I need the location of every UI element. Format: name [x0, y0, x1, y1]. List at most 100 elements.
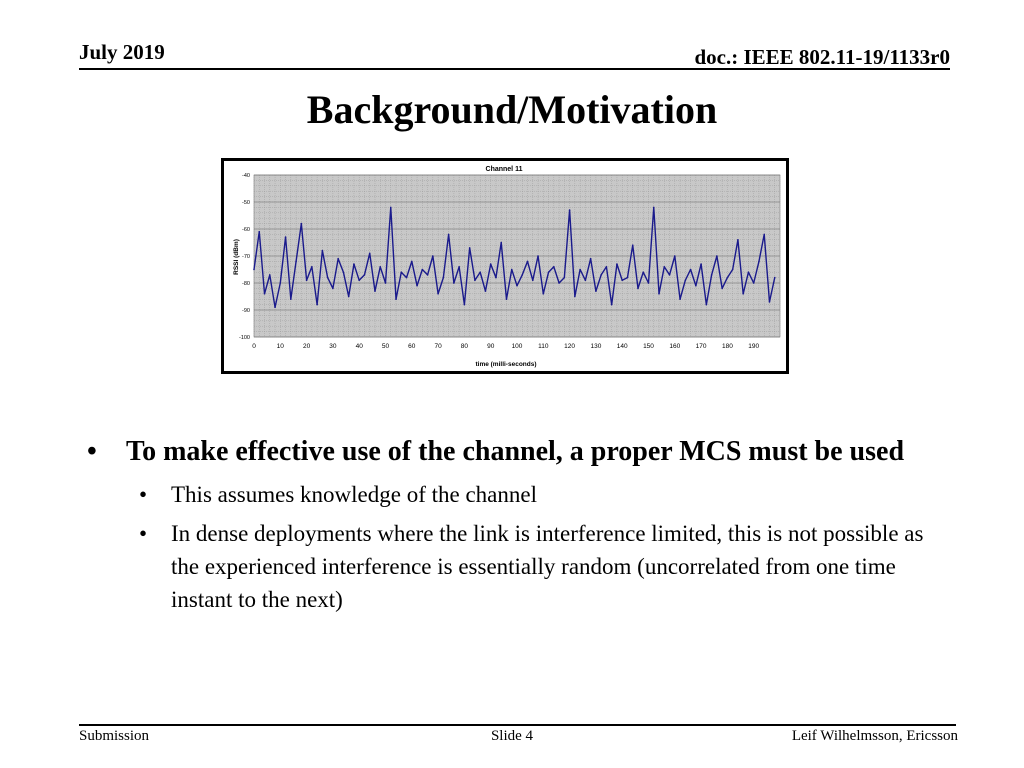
data-point	[263, 293, 266, 295]
data-point	[284, 236, 287, 238]
header-rule	[79, 68, 950, 70]
data-point	[731, 268, 734, 271]
data-point	[358, 279, 360, 282]
data-point	[316, 303, 318, 306]
data-point	[763, 233, 766, 236]
data-point	[500, 241, 503, 244]
data-point	[447, 233, 450, 236]
data-point	[553, 266, 555, 268]
data-point	[363, 274, 366, 276]
data-point	[637, 287, 639, 290]
data-point	[421, 268, 424, 271]
data-point	[463, 303, 466, 306]
data-point	[695, 284, 697, 287]
data-point	[531, 279, 534, 282]
bullet-sub-text: This assumes knowledge of the channel	[171, 482, 537, 507]
rssi-chart: Channel 11 -40 -50 -60 -70 -80 -90 -100 0 10 20 3…	[221, 158, 789, 374]
data-point	[253, 268, 255, 271]
data-point	[747, 271, 750, 273]
data-point	[305, 279, 308, 282]
data-point	[505, 298, 508, 300]
data-point	[652, 206, 655, 209]
data-point	[279, 282, 282, 284]
bullet-marker: •	[139, 521, 148, 546]
data-point	[574, 295, 576, 298]
data-point	[621, 279, 623, 282]
y-axis-ticks: -40 -50 -60 -70 -80 -90 -100	[239, 173, 250, 341]
x-tick-label: 170	[696, 343, 707, 350]
header-doc-id: doc.: IEEE 802.11-19/1133r0	[694, 45, 950, 69]
x-tick-label: 140	[617, 343, 628, 350]
data-point	[647, 282, 650, 284]
data-point	[705, 303, 708, 306]
x-tick-label: 40	[356, 343, 364, 350]
data-point	[290, 298, 292, 300]
data-point	[416, 284, 418, 287]
data-point	[437, 293, 439, 295]
data-point	[558, 282, 560, 284]
bullet-marker: •	[139, 482, 148, 507]
data-point	[489, 263, 492, 265]
data-point	[742, 293, 744, 295]
data-point	[332, 287, 334, 290]
y-tick-label: -40	[242, 173, 250, 179]
footer-author: Leif Wilhelmsson, Ericsson	[791, 728, 958, 744]
data-point	[710, 274, 713, 276]
x-tick-label: 100	[512, 343, 523, 350]
data-point	[326, 276, 329, 279]
data-point	[400, 271, 403, 273]
data-point	[426, 274, 429, 276]
x-tick-label: 180	[722, 343, 733, 350]
x-tick-label: 50	[382, 343, 390, 350]
data-point	[405, 276, 408, 279]
slide-title: Background/Motivation	[306, 87, 718, 132]
data-point	[374, 290, 376, 292]
x-tick-label: 70	[434, 343, 442, 350]
x-axis-label: time (milli-seconds)	[475, 361, 536, 368]
bullet-main-text: To make effective use of the channel, a …	[126, 436, 905, 467]
chart-title: Channel 11	[486, 166, 523, 173]
data-point	[368, 252, 371, 255]
y-tick-label: -50	[242, 200, 250, 206]
x-tick-label: 150	[643, 343, 654, 350]
data-point	[563, 276, 566, 279]
data-point	[721, 287, 723, 290]
data-point	[432, 255, 434, 257]
data-point	[568, 209, 571, 211]
data-point	[384, 282, 387, 284]
x-tick-label: 10	[277, 343, 285, 350]
bullet-main: • To make effective use of the channel, …	[87, 432, 957, 472]
data-point	[658, 293, 660, 295]
data-point	[347, 295, 350, 298]
data-point	[468, 247, 471, 249]
y-tick-label: -80	[242, 281, 250, 287]
x-axis-ticks: 0 10 20 30 40 50 60 70 80 90 100 110 120 130 140 150 160…	[252, 343, 759, 350]
x-tick-label: 130	[590, 343, 601, 350]
data-point	[773, 276, 776, 279]
data-point	[442, 276, 445, 279]
bullet-sub-2: • In dense deployments where the link is…	[87, 517, 957, 616]
data-point	[295, 260, 297, 263]
data-point	[474, 279, 476, 282]
data-point	[321, 249, 324, 252]
series-line	[253, 206, 776, 309]
data-point	[605, 266, 608, 268]
data-point	[537, 255, 539, 257]
data-point	[700, 263, 702, 265]
y-tick-label: -90	[242, 308, 250, 314]
data-point	[626, 276, 629, 279]
footer-submission: Submission	[79, 728, 150, 744]
y-tick-label: -100	[239, 335, 250, 341]
data-point	[258, 230, 261, 233]
x-tick-label: 120	[564, 343, 575, 350]
data-point	[642, 271, 645, 273]
data-point	[453, 282, 455, 284]
x-tick-label: 20	[303, 343, 311, 350]
chart-grid	[253, 174, 781, 338]
data-point	[689, 268, 692, 271]
data-point	[716, 255, 718, 257]
data-point	[600, 274, 602, 276]
data-point	[595, 290, 597, 292]
data-point	[379, 266, 382, 268]
data-point	[584, 279, 587, 282]
